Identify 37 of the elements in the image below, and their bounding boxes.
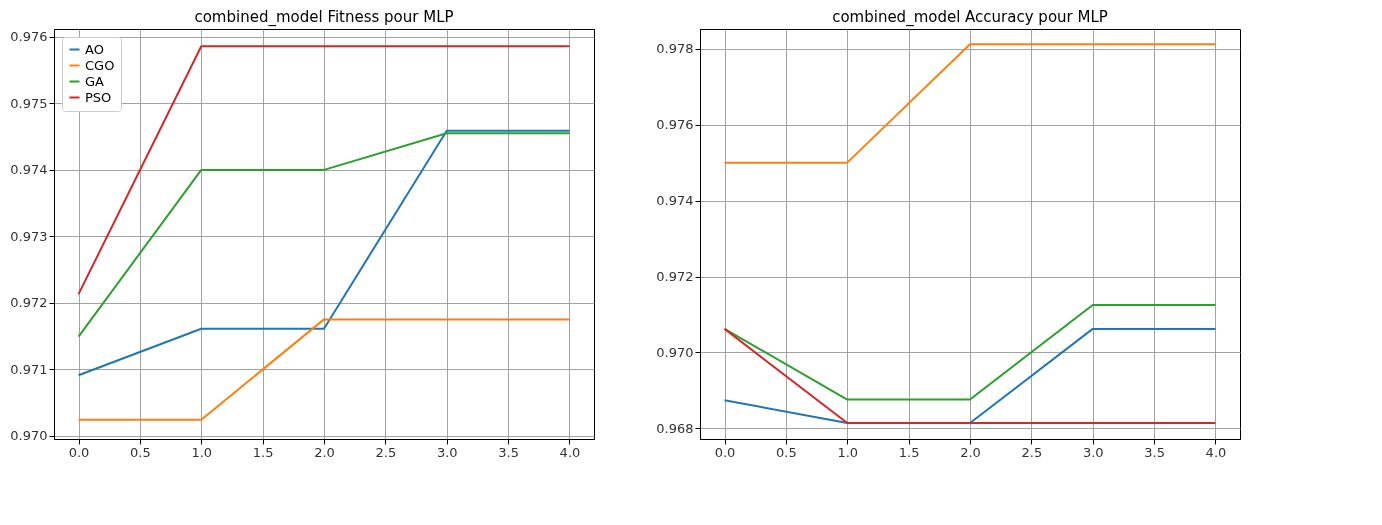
y-tick-label: 0.971 [10, 361, 48, 377]
x-tick-label: 0.0 [714, 444, 736, 460]
y-tick-label: 0.970 [656, 344, 694, 360]
chart-title: combined_model Fitness pour MLP [194, 8, 454, 27]
x-tick-label: 4.0 [1205, 444, 1227, 460]
x-tick-label: 0.5 [130, 444, 151, 460]
x-tick-label: 4.0 [559, 444, 581, 460]
legend-label: GA [85, 73, 105, 89]
x-tick-label: 2.0 [314, 444, 335, 460]
x-tick-label: 0.5 [776, 444, 797, 460]
legend-label: CGO [85, 57, 115, 73]
y-tick-label: 0.974 [656, 193, 694, 209]
x-tick-label: 2.5 [375, 444, 397, 460]
y-tick-label: 0.976 [10, 29, 48, 45]
legend-label: PSO [85, 89, 112, 105]
x-tick-label: 1.0 [837, 444, 859, 460]
x-tick-label: 0.0 [68, 444, 90, 460]
x-tick-label: 2.5 [1021, 444, 1043, 460]
x-tick-label: 1.0 [191, 444, 213, 460]
y-tick-label: 0.974 [10, 162, 48, 178]
y-tick-label: 0.972 [10, 295, 48, 311]
x-tick-label: 1.5 [898, 444, 920, 460]
y-tick-label: 0.975 [10, 95, 48, 111]
y-tick-label: 0.973 [10, 228, 48, 244]
y-tick-label: 0.978 [656, 41, 694, 57]
x-tick-label: 3.5 [1144, 444, 1165, 460]
y-tick-label: 0.972 [656, 269, 694, 285]
y-tick-label: 0.970 [10, 428, 48, 444]
y-tick-label: 0.968 [656, 420, 694, 436]
x-tick-label: 1.5 [252, 444, 274, 460]
x-tick-label: 3.5 [498, 444, 519, 460]
x-tick-label: 2.0 [960, 444, 981, 460]
x-tick-label: 3.0 [436, 444, 458, 460]
x-tick-label: 3.0 [1082, 444, 1104, 460]
legend-label: AO [85, 41, 104, 57]
y-tick-label: 0.976 [656, 117, 694, 133]
chart-title: combined_model Accuracy pour MLP [832, 8, 1108, 27]
